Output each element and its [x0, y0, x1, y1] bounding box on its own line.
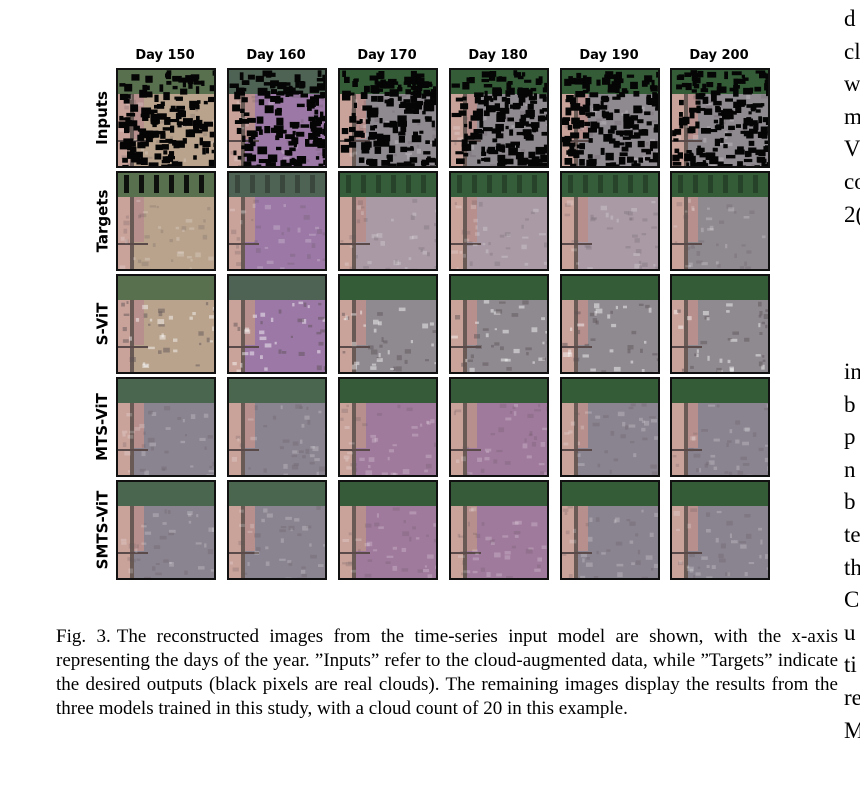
adjacent-text-line: V [844, 136, 860, 162]
image-tile-smts-vit-day-200 [670, 480, 770, 580]
figure-number: Fig. 3. [56, 626, 111, 647]
row-header-smts-vit: SMTS-ViT [88, 480, 116, 580]
column-header-day-190: Day 190 [579, 48, 639, 63]
caption-text: The reconstructed images from the time-s… [56, 626, 838, 719]
image-tile-smts-vit-day-160 [227, 480, 327, 580]
row-header-label: Targets [93, 189, 112, 253]
adjacent-text-line: d [844, 6, 856, 31]
image-tile-smts-vit-day-150 [116, 480, 216, 580]
column-header-day-180: Day 180 [468, 48, 528, 63]
row-header-label: Inputs [93, 91, 111, 145]
adjacent-text-line: u [844, 619, 856, 645]
image-tile-inputs-day-150 [116, 68, 216, 168]
image-tile-smts-vit-day-190 [560, 480, 660, 580]
row-header-label: SMTS-ViT [93, 490, 111, 570]
column-header-day-200: Day 200 [689, 48, 749, 63]
image-tile-mts-vit-day-190 [560, 377, 660, 477]
column-header-day-150: Day 150 [135, 48, 195, 63]
figure-caption: Fig. 3. The reconstructed images from the… [56, 625, 838, 721]
row-header-inputs: Inputs [88, 68, 116, 168]
column-header-day-160: Day 160 [246, 48, 306, 63]
image-tile-inputs-day-200 [670, 68, 770, 168]
image-tile-mts-vit-day-150 [116, 377, 216, 477]
image-tile-s-vit-day-180 [449, 274, 549, 374]
image-tile-mts-vit-day-170 [338, 377, 438, 477]
row-header-s-vit: S-ViT [88, 274, 116, 374]
image-tile-mts-vit-day-160 [227, 377, 327, 477]
image-tile-s-vit-day-170 [338, 274, 438, 374]
image-tile-s-vit-day-150 [116, 274, 216, 374]
adjacent-text-line: te [844, 521, 860, 547]
adjacent-text-line: b [844, 391, 856, 417]
adjacent-text-line: M [844, 717, 860, 743]
image-tile-smts-vit-day-170 [338, 480, 438, 580]
adjacent-text-line: 2( [844, 201, 860, 227]
adjacent-text-line: p [844, 424, 856, 450]
image-tile-targets-day-190 [560, 171, 660, 271]
image-tile-mts-vit-day-180 [449, 377, 549, 477]
image-tile-s-vit-day-160 [227, 274, 327, 374]
adjacent-text-line: C [844, 587, 860, 613]
image-tile-s-vit-day-200 [670, 274, 770, 374]
adjacent-text-line: m [844, 103, 860, 129]
adjacent-text-line: co [844, 168, 860, 194]
figure-3: Day 150 Day 160 Day 170 Day 180 Day 190 Day 2… [88, 48, 770, 580]
image-tile-targets-day-170 [338, 171, 438, 271]
image-tile-smts-vit-day-180 [449, 480, 549, 580]
image-tile-inputs-day-170 [338, 68, 438, 168]
image-tile-inputs-day-180 [449, 68, 549, 168]
adjacent-text-line: ti [844, 652, 857, 678]
adjacent-text-line: in [844, 359, 860, 384]
row-header-label: S-ViT [93, 302, 111, 346]
image-tile-targets-day-180 [449, 171, 549, 271]
adjacent-text-line: b [844, 489, 856, 515]
adjacent-text-line: n [844, 456, 856, 482]
adjacent-text-line: re [844, 684, 860, 710]
image-tile-inputs-day-190 [560, 68, 660, 168]
adjacent-text-line: cl [844, 38, 860, 64]
adjacent-text-line: w [844, 71, 860, 97]
column-header-day-170: Day 170 [357, 48, 417, 63]
image-tile-mts-vit-day-200 [670, 377, 770, 477]
row-header-mts-vit: MTS-ViT [88, 377, 116, 477]
image-tile-targets-day-200 [670, 171, 770, 271]
image-tile-s-vit-day-190 [560, 274, 660, 374]
row-header-label: MTS-ViT [93, 393, 112, 461]
image-tile-targets-day-160 [227, 171, 327, 271]
image-tile-targets-day-150 [116, 171, 216, 271]
adjacent-text-line: th [844, 554, 860, 580]
image-tile-inputs-day-160 [227, 68, 327, 168]
row-header-targets: Targets [88, 171, 116, 271]
